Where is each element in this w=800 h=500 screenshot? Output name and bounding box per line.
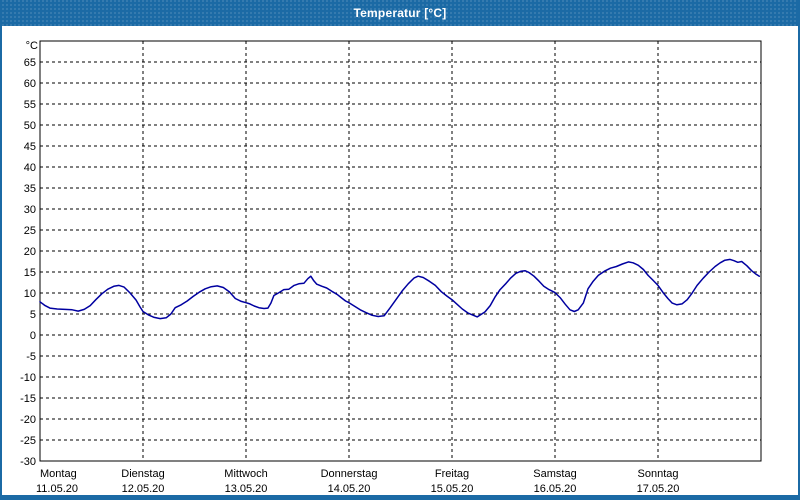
x-date-label: 13.05.20 [225,483,268,495]
y-tick-label: 25 [24,225,36,237]
y-tick-label: 20 [24,246,36,258]
y-tick-label: -10 [20,372,36,384]
temperature-line [39,258,761,320]
x-day-label: Sonntag [638,468,679,480]
x-date-label: 11.05.20 [36,483,78,495]
x-date-label: 12.05.20 [122,483,165,495]
temperature-chart: 65605550454035302520151050-5-10-15-20-25… [20,40,762,495]
y-tick-label: -5 [26,351,36,363]
x-date-label: 16.05.20 [534,483,577,495]
x-day-label: Samstag [533,468,576,480]
y-tick-label: 60 [24,78,36,90]
y-tick-label: 45 [24,141,36,153]
x-day-label: Dienstag [121,468,164,480]
y-tick-label: 35 [24,183,36,195]
y-tick-label: 0 [30,330,36,342]
x-day-label: Mittwoch [224,468,267,480]
y-tick-label: 30 [24,204,36,216]
y-tick-label: 40 [24,162,36,174]
x-day-label: Montag [40,468,77,480]
y-tick-label: 55 [24,99,36,111]
y-tick-label: -25 [20,435,36,447]
x-date-label: 17.05.20 [637,483,680,495]
chart-area: 65 60 55 50 45 40 35 30 25 20 15 10 5 0 -5 -10 -15 -20 -25… [2,26,798,495]
x-day-label: Freitag [435,468,469,480]
y-tick-label: -15 [20,393,36,405]
y-tick-label: 65 [24,57,36,69]
x-day-label: Donnerstag [321,468,378,480]
x-date-label: 14.05.20 [328,483,371,495]
y-tick-label: -30 [20,456,36,468]
window-title: Temperatur [°C] [353,6,447,20]
x-date-label: 15.05.20 [431,483,474,495]
y-tick-label: 10 [24,288,36,300]
y-tick-label: -20 [20,414,36,426]
window-title-bar[interactable]: Temperatur [°C] [2,0,798,26]
y-tick-label: 15 [24,267,36,279]
y-tick-label: 50 [24,120,36,132]
y-axis-unit-label: °C [26,40,38,52]
y-tick-label: 5 [30,309,36,321]
